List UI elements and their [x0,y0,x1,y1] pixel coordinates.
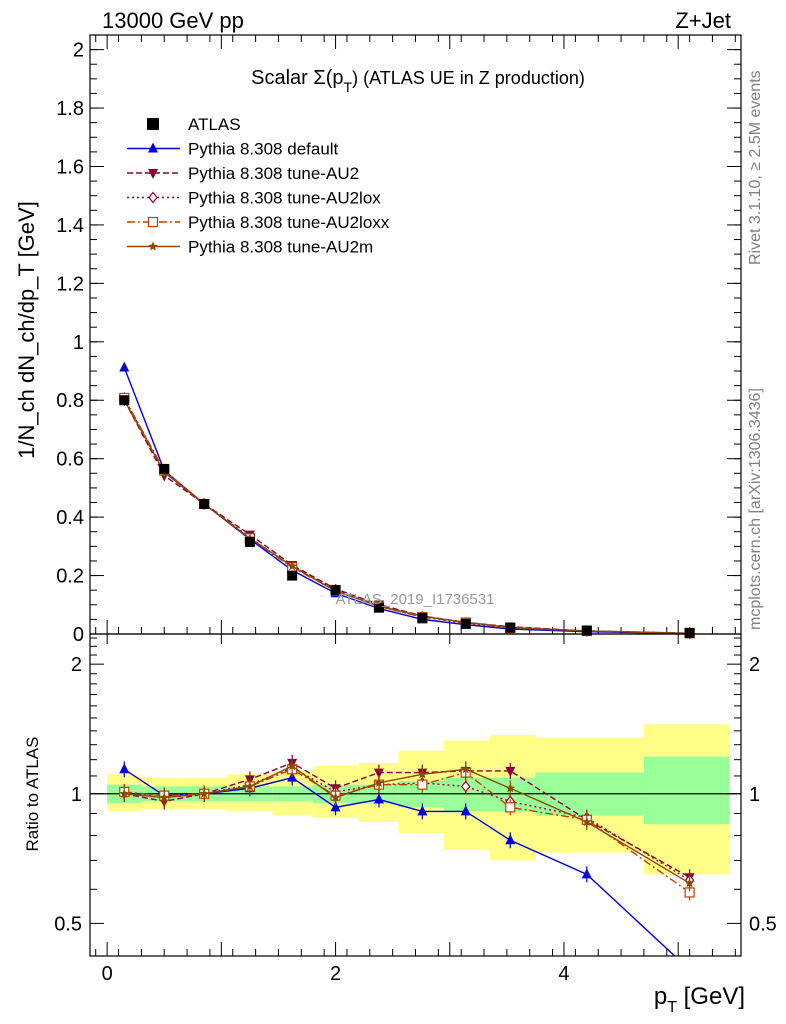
ratio-series-marker [199,788,209,798]
atlas-data-point [373,602,384,613]
chart-title: Scalar Σ(pT) (ATLAS UE in Z production) [251,67,585,95]
legend-atlas-marker [147,118,159,130]
ratio-series-marker [417,805,428,816]
legend-label: Pythia 8.308 tune-AU2 [188,164,359,183]
atlas-data-point [330,585,341,596]
analysis-watermark: ATLAS_2019_I1736531 [335,591,494,608]
legend-marker [148,241,158,251]
ratio-series-marker [119,763,130,774]
atlas-data-point [119,395,130,406]
atlas-data-point [460,618,471,629]
main-series-marker [119,361,130,372]
y-tick-label: 0.2 [56,566,84,588]
ratio-plot-frame [89,633,742,957]
ratio-y-axis-label: Ratio to ATLAS [23,737,42,852]
ratio-series-marker [373,793,384,804]
header-left: 13000 GeV pp [102,8,244,33]
y-tick-label: 1.8 [56,98,84,120]
y-tick-label: 0 [73,624,84,646]
ratio-series-marker [505,802,516,813]
ratio-series-marker [374,777,384,787]
legend-label: Pythia 8.308 tune-AU2m [188,238,373,257]
y-tick-label: 0.8 [56,390,84,412]
x-tick-label: 2 [330,963,341,985]
ratio-series-marker [330,801,341,812]
y-tick-label: 0.6 [56,449,84,471]
header-right: Z+Jet [675,8,731,33]
atlas-data-point [505,622,516,633]
y-axis-label: 1/N_ch dN_ch/dp_T [GeV] [14,201,39,459]
ratio-series-4 [119,758,695,892]
y-tick-label: 1.4 [56,215,84,237]
legend-marker [147,216,159,228]
y-tick-label: 1 [73,332,84,354]
y-tick-label: 1.2 [56,273,84,295]
ratio-series-marker [505,766,516,777]
ratio-tick-label-right: 0.5 [749,913,777,935]
rivet-version-label: Rivet 3.1.10, ≥ 2.5M events [747,70,764,265]
ratio-series-marker [582,816,592,827]
ratio-series-marker [460,780,471,793]
ratio-series-marker [373,768,384,779]
ratio-series-marker [581,868,592,879]
main-series-line [123,399,690,634]
chart-title-subscript: T [344,79,353,95]
legend-label: Pythia 8.308 tune-AU2lox [188,189,381,208]
atlas-data-point [581,625,592,636]
ratio-tick-label: 0.5 [54,913,82,935]
ratio-series-marker [685,964,695,974]
legend-atlas-label: ATLAS [188,115,241,134]
ratio-series-marker [287,761,297,771]
ratio-series-line [124,765,690,884]
x-tick-label: 4 [558,963,569,985]
ratio-series-marker [461,764,471,774]
atlas-data-point [684,627,695,638]
stat-uncertainty-band [643,756,730,825]
ratio-series-marker [417,769,428,779]
ratio-tick-label-right: 1 [749,784,760,806]
ratio-series-marker [245,781,255,791]
ratio-series-marker [684,878,695,888]
legend: ATLAS Pythia 8.308 default Pythia 8.308 tu… [127,115,390,257]
legend-label: Pythia 8.308 tune-AU2loxx [188,213,390,232]
atlas-data-point [244,536,255,547]
x-tick-label: 0 [102,963,113,985]
ratio-series-marker [159,792,169,802]
atlas-data-point [199,498,210,509]
atlas-data-points [119,395,695,638]
y-tick-label: 2 [73,40,84,62]
atlas-data-point [159,463,170,474]
ratio-series-marker [505,783,516,793]
mcplots-credit-label: mcplots.cern.ch [arXiv:1306.3436] [747,388,764,630]
ratio-series-marker [330,792,341,802]
y-tick-label: 0.4 [56,507,84,529]
ratio-tick-label: 2 [71,654,82,676]
ratio-series-marker [505,834,516,845]
legend-marker [148,169,158,179]
legend-label: Pythia 8.308 default [188,140,339,159]
ratio-series-marker [460,805,471,816]
ratio-series-marker [119,788,130,798]
ratio-tick-label-right: 2 [749,654,760,676]
legend-marker [148,191,158,204]
atlas-data-point [287,570,298,581]
y-tick-label: 1.6 [56,156,84,178]
x-axis-label: pT [GeV] [654,983,745,1016]
legend-marker [148,142,158,153]
main-plot [90,35,741,640]
x-axis-label-subscript: T [667,999,677,1016]
ratio-series-group [119,754,695,974]
atlas-data-point [417,612,428,623]
main-series-marker [287,561,297,571]
ratio-tick-label: 1 [71,784,82,806]
ratio-plot [90,634,741,974]
